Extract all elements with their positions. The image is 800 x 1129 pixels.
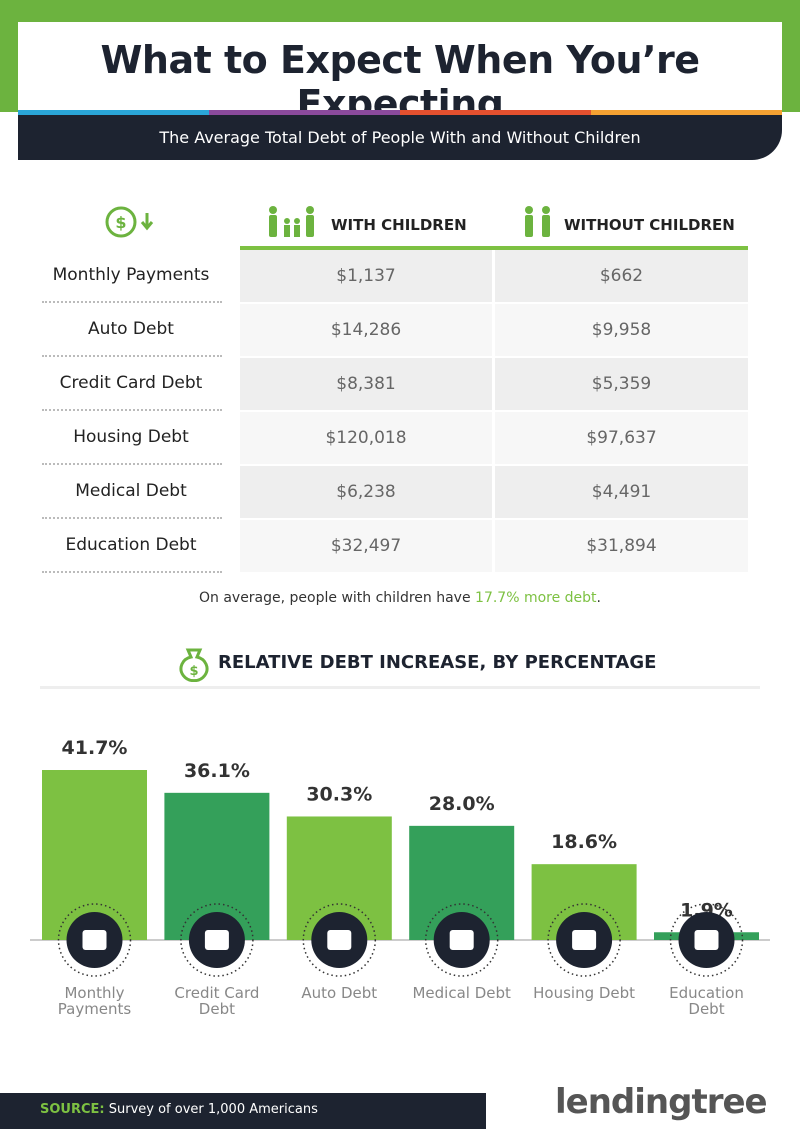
bar-chart: 41.7%36.1%30.3% 28.0%18.6%1.9% [30,737,770,977]
note-text: On average, people with children have [198,590,476,606]
column-header: WITHOUT CHILDREN [564,216,735,234]
category-label: Education Debt [669,984,744,1018]
icon-glyph [449,930,474,950]
value-label: 41.7% [62,737,128,759]
row-separator [42,409,222,411]
note-highlight: 17.7% more debt [475,590,597,606]
row-separator [42,571,222,573]
subtitle-bar [18,115,782,160]
source-label: SOURCE: [40,1102,105,1117]
icon-ring [180,903,254,977]
stripe [18,110,209,115]
value-label: 18.6% [551,831,617,853]
debt-icon: $ [105,206,154,238]
icon-glyph [327,930,352,950]
row-label: Auto Debt [88,319,174,339]
svg-text:$: $ [189,664,198,679]
header-rule [240,246,748,250]
table-cell: $97,637 [495,412,748,464]
source-text: Survey of over 1,000 Americans [108,1102,318,1117]
table-cell: $1,137 [240,250,492,302]
stripe [591,110,782,115]
chart-title: RELATIVE DEBT INCREASE, BY PERCENTAGE [218,652,657,673]
column-header: WITH CHILDREN [331,216,467,234]
source: SOURCE: Survey of over 1,000 Americans [40,1102,318,1117]
family-icon [269,206,314,237]
stripe [400,110,591,115]
row-label: Education Debt [65,535,197,555]
row-label: Monthly Payments [52,265,210,285]
table-cell: $9,958 [495,304,748,356]
icon-glyph [694,930,719,950]
icon-glyph [204,930,229,950]
icon-ring [547,903,621,977]
chart-rule [40,686,760,689]
category-label: Housing Debt [533,984,636,1002]
subtitle: The Average Total Debt of People With an… [159,128,641,147]
value-label: 36.1% [184,760,250,782]
couple-icon [525,206,550,237]
icon-ring [302,903,377,977]
money-bag-icon: $ [179,648,209,682]
table-cell: $6,238 [240,466,492,518]
table-cell: $8,381 [240,358,492,410]
icon-glyph [82,930,107,950]
icon-ring [57,903,132,977]
category-label: Credit Card Debt [174,984,260,1018]
table-cell: $14,286 [240,304,492,356]
table-cell: $32,497 [240,520,492,572]
row-label: Medical Debt [75,481,187,501]
row-separator [42,301,222,303]
category-label: Monthly Payments [57,984,132,1018]
bar [42,770,147,940]
logo: lendingtree [555,1082,768,1122]
svg-text:$: $ [115,213,126,232]
table-cell: $31,894 [495,520,748,572]
table-cell: $120,018 [240,412,492,464]
icon-ring [424,903,499,977]
note-text: . [596,590,601,606]
value-label: 28.0% [429,793,495,815]
icon-glyph [572,930,597,950]
row-label: Credit Card Debt [59,373,203,393]
row-separator [42,463,222,465]
title-box [18,22,782,110]
row-separator [42,355,222,357]
value-label: 30.3% [306,783,372,805]
row-label: Housing Debt [73,427,189,447]
note: On average, people with children have 17… [0,590,800,606]
source-bar [0,1093,486,1129]
stripe [209,110,400,115]
category-label: Medical Debt [412,984,511,1002]
category-label: Auto Debt [301,984,378,1002]
table-cell: $5,359 [495,358,748,410]
table-cell: $4,491 [495,466,748,518]
icon-ring [669,903,744,977]
table-cell: $662 [495,250,748,302]
row-separator [42,517,222,519]
